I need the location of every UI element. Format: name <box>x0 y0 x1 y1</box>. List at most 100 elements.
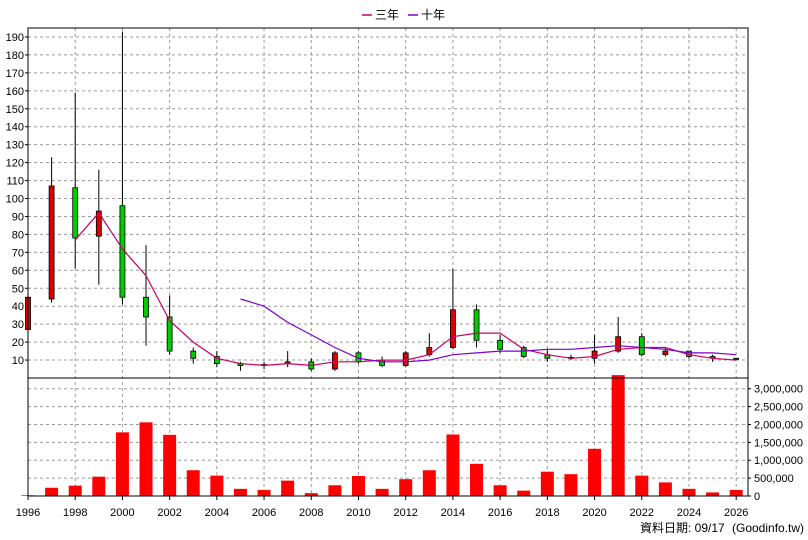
x-tick-label: 2014 <box>441 507 465 519</box>
volume-bar <box>210 475 224 496</box>
legend-ma10-label: 十年 <box>421 8 445 22</box>
price-grid <box>27 28 748 496</box>
candlesticks <box>25 31 740 371</box>
candle-body <box>450 309 456 348</box>
x-tick-label: 2004 <box>205 507 229 519</box>
volume-bar <box>588 448 602 496</box>
price-tick-label: 100 <box>6 194 24 206</box>
price-tick-label: 130 <box>6 140 24 152</box>
volume-bar <box>517 490 531 496</box>
price-tick-label: 110 <box>6 176 24 188</box>
volume-bar <box>399 479 413 496</box>
volume-tick-label: 0 <box>754 491 760 503</box>
volume-bar <box>233 488 247 496</box>
volume-tick-label: 1,500,000 <box>754 437 803 449</box>
candle-body <box>72 187 79 239</box>
volume-tick-label: 500,000 <box>754 473 794 485</box>
volume-bar <box>493 485 507 496</box>
volume-tick-label: 2,000,000 <box>754 419 803 431</box>
volume-bar <box>729 489 743 496</box>
x-tick-label: 2006 <box>252 507 276 519</box>
price-tick-label: 90 <box>12 211 24 223</box>
moving-average-lines <box>74 211 737 367</box>
footer-source: (Goodinfo.tw) <box>732 521 804 535</box>
price-tick-label: 50 <box>12 283 24 295</box>
volume-bar <box>375 488 389 496</box>
volume-bar <box>257 489 271 496</box>
price-tick-label: 180 <box>6 50 24 62</box>
candle-body <box>95 210 102 237</box>
x-tick-label: 2018 <box>535 507 559 519</box>
x-axis: 1996 1998 2000 2002 2004 2006 2008 2010 2012 2014… <box>16 496 748 519</box>
legend: 三年 十年 <box>362 8 445 22</box>
x-tick-label: 2022 <box>630 507 654 519</box>
ma10-line <box>240 298 737 363</box>
price-panel-frame <box>27 27 749 379</box>
volume-y-axis: 0 500,000 1,000,000 1,500,000 2,000,000 2,500… <box>748 384 803 503</box>
ma3-line <box>74 211 737 367</box>
x-tick-label: 2020 <box>582 507 606 519</box>
legend-ma3-label: 三年 <box>375 8 399 22</box>
volume-bar <box>115 432 129 496</box>
candle-body <box>662 350 669 356</box>
price-tick-label: 30 <box>12 319 24 331</box>
price-tick-label: 190 <box>6 32 24 44</box>
volume-bar <box>68 485 82 496</box>
candle-body <box>615 336 622 352</box>
volume-bar <box>446 434 460 496</box>
volume-bar <box>658 482 672 496</box>
candle-body <box>473 309 480 341</box>
x-tick-label: 2012 <box>393 507 417 519</box>
volume-bar <box>92 476 106 496</box>
candle-body <box>213 356 220 365</box>
volume-bar <box>422 470 436 496</box>
volume-bar <box>186 470 200 496</box>
volume-bar <box>351 475 365 496</box>
volume-bar <box>470 463 484 496</box>
volume-bar <box>611 375 625 496</box>
price-tick-label: 70 <box>12 247 24 259</box>
x-tick-label: 2008 <box>299 507 323 519</box>
x-tick-label: 2010 <box>346 507 370 519</box>
volume-tick-label: 1,000,000 <box>754 455 803 467</box>
price-tick-label: 160 <box>6 86 24 98</box>
price-tick-label: 170 <box>6 68 24 80</box>
candle-body <box>497 339 504 350</box>
price-tick-label: 120 <box>6 158 24 170</box>
x-tick-label: 2026 <box>724 507 748 519</box>
x-tick-label: 2000 <box>110 507 134 519</box>
volume-bar <box>706 492 720 496</box>
candle-body <box>48 185 55 300</box>
candle-body <box>591 350 598 359</box>
price-tick-label: 150 <box>6 104 24 116</box>
candle-body <box>520 347 527 357</box>
x-tick-label: 1998 <box>63 507 87 519</box>
candle-body <box>733 357 740 360</box>
candle-body <box>166 316 173 352</box>
volume-grid <box>28 388 748 479</box>
volume-bar <box>163 434 177 496</box>
price-tick-label: 10 <box>12 355 24 367</box>
volume-bar <box>328 485 342 496</box>
volume-bar <box>281 480 295 496</box>
volume-bar <box>139 422 153 496</box>
price-tick-label: 40 <box>12 301 24 313</box>
candle-body <box>379 359 385 366</box>
volume-panel-frame <box>27 377 749 497</box>
x-tick-label: 1996 <box>16 507 40 519</box>
x-tick-label: 2016 <box>488 507 512 519</box>
volume-bars <box>21 375 743 496</box>
volume-bar <box>540 471 554 496</box>
footer-date-label: 資料日期: 09/17 <box>640 521 725 535</box>
volume-bar <box>682 488 696 496</box>
candle-body <box>190 350 197 359</box>
candle-body <box>331 352 338 370</box>
price-tick-label: 20 <box>12 337 24 349</box>
volume-tick-label: 3,000,000 <box>754 384 803 396</box>
price-y-axis: 10 20 30 40 50 60 70 80 90 100 110 120 130 140 150 160 1… <box>6 32 28 367</box>
x-tick-label: 2002 <box>157 507 181 519</box>
candle-body <box>638 336 645 356</box>
candle-body <box>143 296 149 318</box>
price-tick-label: 80 <box>12 229 24 241</box>
